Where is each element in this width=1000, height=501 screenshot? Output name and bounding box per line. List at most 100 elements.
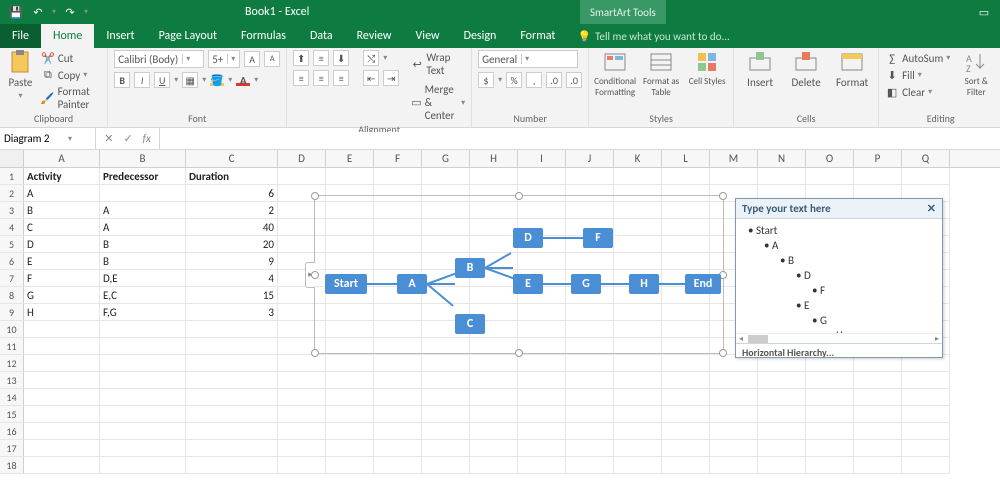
qat-customize-icon[interactable]: ▾ [84, 7, 88, 17]
undo-more-icon[interactable]: ▾ [52, 7, 56, 17]
wrap-text-button[interactable]: ↩Wrap Text [411, 50, 465, 78]
fill-color-button[interactable]: 🪣 [210, 74, 224, 86]
row-header[interactable]: 9 [0, 304, 24, 321]
cell[interactable]: 2 [186, 202, 278, 219]
column-header[interactable]: I [518, 150, 566, 167]
cell[interactable] [326, 457, 374, 474]
number-format-combo[interactable]: General▾ [478, 50, 578, 68]
cell[interactable] [422, 423, 470, 440]
close-icon[interactable]: ✕ [927, 202, 936, 215]
format-cells-button[interactable]: Format [832, 50, 872, 89]
column-header[interactable]: L [662, 150, 710, 167]
cell[interactable] [24, 423, 100, 440]
cell[interactable] [186, 372, 278, 389]
worksheet[interactable]: ABCDEFGHIJKLMNOPQ 1ActivityPredecessorDu… [0, 150, 1000, 501]
cell[interactable]: B [24, 202, 100, 219]
cell[interactable] [186, 457, 278, 474]
cell[interactable] [186, 338, 278, 355]
row-header[interactable]: 18 [0, 457, 24, 474]
underline-button[interactable]: U [154, 72, 170, 88]
cut-button[interactable]: ✂️Cut [41, 50, 101, 66]
cell[interactable] [614, 423, 662, 440]
cell[interactable]: H [24, 304, 100, 321]
cell[interactable]: A [100, 202, 186, 219]
cell[interactable] [100, 423, 186, 440]
diagram-node[interactable]: G [571, 274, 601, 294]
cell[interactable] [326, 406, 374, 423]
column-header[interactable]: J [566, 150, 614, 167]
cell[interactable] [24, 355, 100, 372]
select-all-corner[interactable] [0, 150, 24, 167]
cell[interactable] [186, 406, 278, 423]
cell[interactable] [518, 440, 566, 457]
tab-data[interactable]: Data [298, 24, 345, 48]
cell[interactable]: B [100, 236, 186, 253]
cell[interactable] [422, 440, 470, 457]
cell[interactable] [470, 457, 518, 474]
cell[interactable] [518, 389, 566, 406]
increase-font-button[interactable]: A [244, 51, 260, 67]
tab-formulas[interactable]: Formulas [229, 24, 298, 48]
cell[interactable] [566, 168, 614, 185]
cell[interactable] [566, 406, 614, 423]
name-box-dropdown-icon[interactable]: ▾ [68, 134, 72, 144]
cell[interactable]: 15 [186, 287, 278, 304]
tab-file[interactable]: File [0, 24, 41, 48]
scroll-right-icon[interactable]: ▸ [932, 334, 942, 344]
cell[interactable] [758, 440, 806, 457]
cell[interactable] [854, 423, 902, 440]
cell[interactable] [566, 423, 614, 440]
cell[interactable] [100, 389, 186, 406]
cell[interactable] [758, 372, 806, 389]
resize-handle[interactable] [515, 192, 523, 200]
clear-button[interactable]: ◧Clear ▾ [885, 84, 950, 100]
cell[interactable] [470, 168, 518, 185]
tab-home[interactable]: Home [41, 24, 94, 48]
merge-center-button[interactable]: ▭Merge & Center ▾ [411, 82, 465, 123]
cell[interactable] [326, 423, 374, 440]
cell[interactable] [470, 423, 518, 440]
scroll-left-icon[interactable]: ◂ [736, 334, 746, 344]
cell[interactable] [186, 321, 278, 338]
cell[interactable] [710, 372, 758, 389]
text-pane-item[interactable]: • E [742, 298, 936, 313]
cell[interactable] [24, 440, 100, 457]
text-pane-item[interactable]: • A [742, 238, 936, 253]
column-header[interactable]: Q [902, 150, 950, 167]
cell[interactable] [374, 423, 422, 440]
row-header[interactable]: 1 [0, 168, 24, 185]
cancel-icon[interactable]: ✕ [104, 132, 113, 145]
cell[interactable] [566, 355, 614, 372]
cell[interactable] [902, 168, 950, 185]
save-icon[interactable]: 💾 [8, 4, 24, 20]
text-pane-item[interactable]: • G [742, 313, 936, 328]
cell[interactable] [326, 372, 374, 389]
cell[interactable] [422, 355, 470, 372]
cell[interactable] [710, 168, 758, 185]
resize-handle[interactable] [311, 271, 319, 279]
enter-icon[interactable]: ✓ [123, 132, 132, 145]
cell[interactable] [186, 355, 278, 372]
cell[interactable] [710, 440, 758, 457]
cell[interactable]: Duration [186, 168, 278, 185]
cell[interactable] [470, 440, 518, 457]
row-header[interactable]: 5 [0, 236, 24, 253]
autosum-button[interactable]: ∑AutoSum ▾ [885, 50, 950, 66]
cell[interactable]: 3 [186, 304, 278, 321]
cell[interactable] [278, 406, 326, 423]
tab-review[interactable]: Review [345, 24, 404, 48]
cell[interactable] [374, 372, 422, 389]
cell[interactable] [24, 406, 100, 423]
align-left-button[interactable]: ≡ [293, 70, 309, 86]
cell[interactable] [614, 168, 662, 185]
tab-page-layout[interactable]: Page Layout [147, 24, 229, 48]
cell[interactable] [470, 389, 518, 406]
column-header[interactable]: K [614, 150, 662, 167]
cell[interactable]: Predecessor [100, 168, 186, 185]
diagram-node[interactable]: D [513, 228, 543, 248]
cell[interactable] [854, 440, 902, 457]
cell[interactable] [662, 457, 710, 474]
align-bottom-button[interactable]: ⬇ [333, 50, 349, 66]
diagram-node[interactable]: C [455, 314, 485, 334]
cell[interactable] [662, 440, 710, 457]
